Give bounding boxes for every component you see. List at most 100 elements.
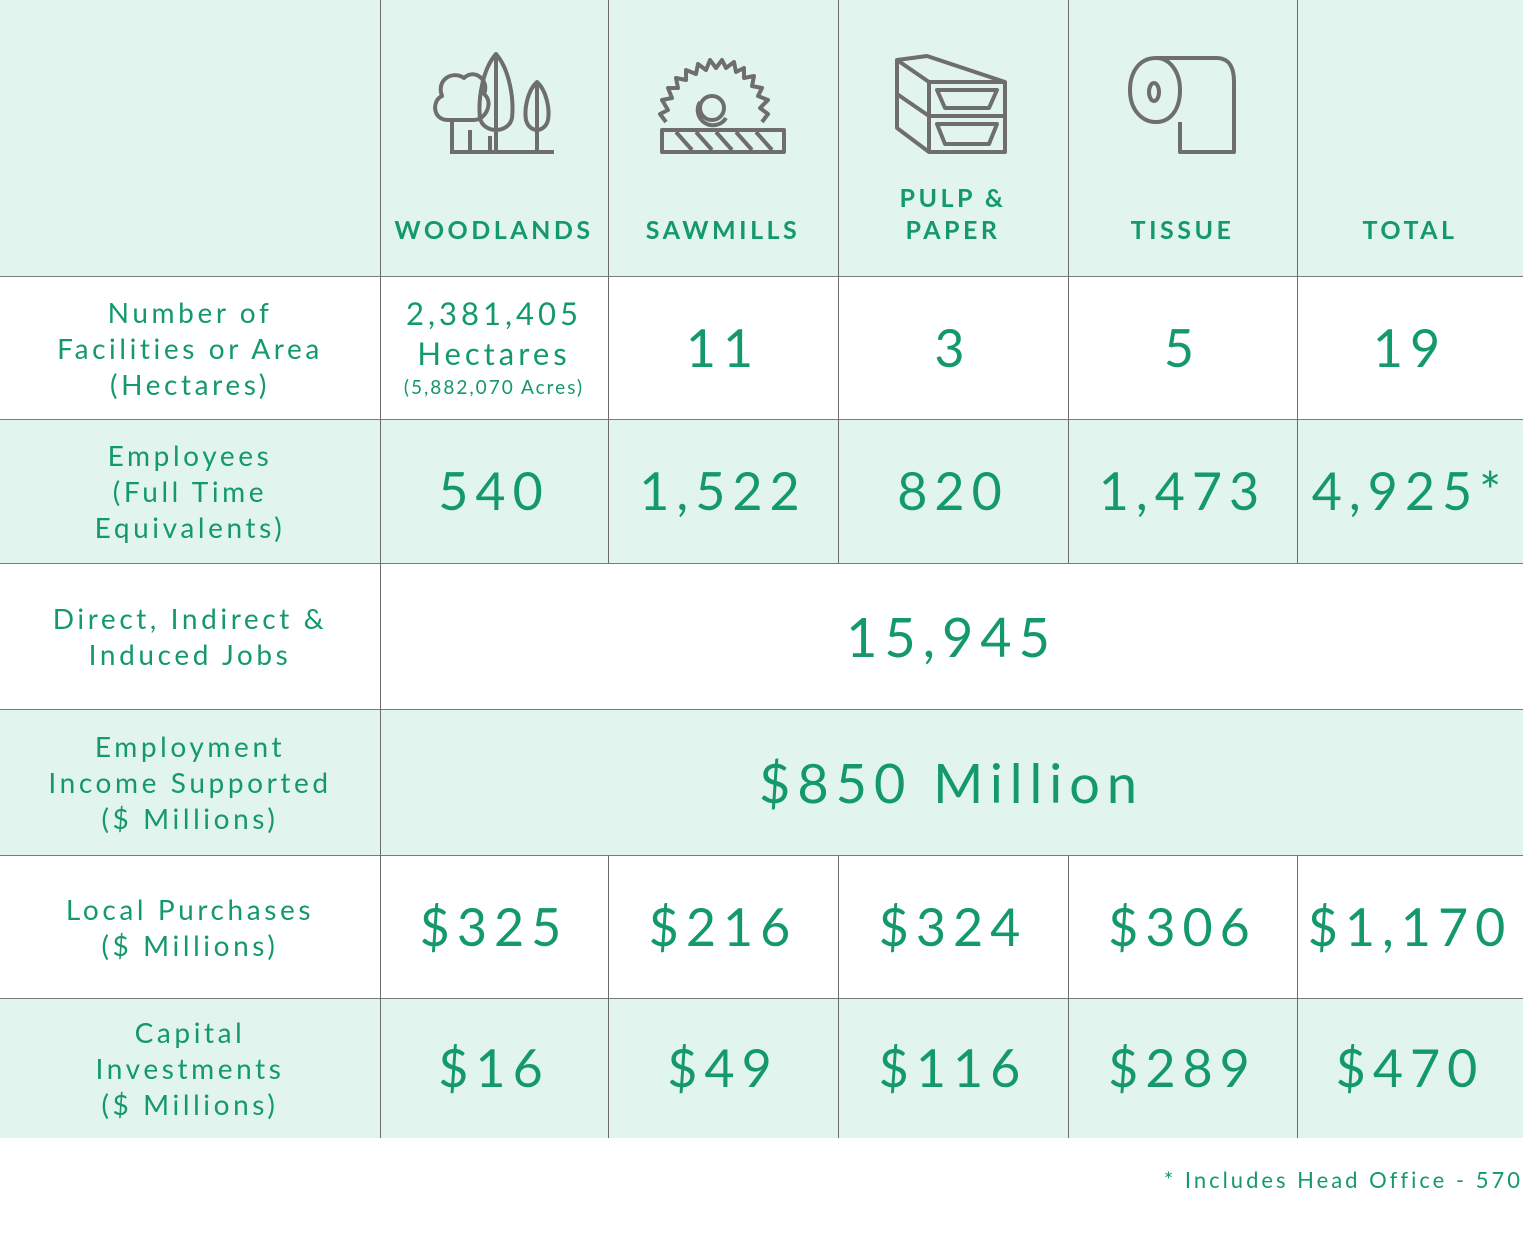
row-border [0, 709, 1523, 710]
row-bg [0, 419, 1523, 563]
cell-value: $16 [438, 1037, 550, 1099]
cell-value: 5 [1163, 316, 1202, 379]
cell-value: 1,473 [1098, 460, 1267, 522]
column-header-text: TOTAL [1362, 215, 1458, 245]
cell-value: 4,925* [1311, 460, 1509, 522]
column-header-text: PULP & PAPER [899, 183, 1007, 245]
row-label-line: (Hectares) [110, 366, 270, 401]
data-cell: $289 [1068, 998, 1297, 1138]
column-border [838, 419, 839, 563]
cell-value: $289 [1108, 1037, 1257, 1099]
data-cell: 820 [838, 419, 1068, 563]
data-cell: 19 [1297, 276, 1523, 419]
cell-value: $116 [878, 1037, 1028, 1099]
cell-value: 1,522 [639, 460, 807, 522]
column-border [1068, 0, 1069, 276]
column-border [380, 0, 381, 276]
row-label-line: Employees [107, 438, 273, 472]
data-cell: 11 [608, 276, 838, 419]
row-label-line: Income Supported [48, 765, 332, 799]
row-label-line: ($ Millions) [101, 1087, 279, 1121]
column-border [380, 419, 381, 563]
data-cell: $49 [608, 998, 838, 1138]
data-cell: 5 [1068, 276, 1297, 419]
column-border [1068, 855, 1069, 998]
cell-line: Hectares [417, 333, 571, 372]
sawmills-icon [658, 58, 786, 154]
footnote: * Includes Head Office - 570 [1163, 1166, 1523, 1193]
data-cell: $16 [380, 998, 608, 1138]
row-border [0, 419, 1523, 420]
data-cell: $850 Million [380, 709, 1523, 855]
row-label-line: Capital [134, 1015, 246, 1049]
data-cell: $324 [838, 855, 1068, 998]
row-label: Local Purchases ($ Millions) [0, 855, 380, 998]
cell-value: $325 [419, 895, 569, 958]
pulp-paper-icon [895, 54, 1007, 154]
column-border [1297, 276, 1298, 419]
column-border [608, 276, 609, 419]
data-cell: $1,170 [1297, 855, 1523, 998]
row-label: Employees (Full Time Equivalents) [0, 419, 380, 563]
row-label-line: Direct, Indirect & [52, 601, 328, 635]
cell-value: $1,170 [1307, 895, 1513, 958]
row-border [0, 855, 1523, 856]
row-label-line: Induced Jobs [88, 637, 292, 671]
column-border [838, 0, 839, 276]
row-label-line: (Full Time [112, 474, 268, 508]
row-label-line: Number of [107, 294, 273, 329]
column-border [838, 998, 839, 1138]
row-label-line: ($ Millions) [101, 927, 279, 962]
row-label-line: Equivalents) [94, 510, 286, 544]
cell-value: $216 [648, 895, 798, 958]
row-border [0, 998, 1523, 999]
row-label-line: ($ Millions) [101, 801, 279, 835]
data-cell: 1,522 [608, 419, 838, 563]
data-cell: 1,473 [1068, 419, 1297, 563]
data-cell: 2,381,405 Hectares (5,882,070 Acres) [380, 276, 608, 419]
row-bg [0, 998, 1523, 1138]
data-cell: $216 [608, 855, 838, 998]
cell-value: 820 [897, 460, 1009, 522]
row-label-line: Facilities or Area [57, 330, 323, 365]
row-border [0, 276, 1523, 277]
column-border [1297, 0, 1298, 276]
data-cell: 15,945 [380, 563, 1523, 709]
cell-value: $324 [878, 895, 1028, 958]
data-cell: $116 [838, 998, 1068, 1138]
column-border [608, 419, 609, 563]
column-border [1297, 419, 1298, 563]
column-border [380, 563, 381, 709]
row-label-line: Investments [95, 1051, 285, 1085]
column-border [838, 276, 839, 419]
tissue-icon [1128, 56, 1236, 154]
row-bg [0, 709, 1523, 855]
cell-value: 19 [1372, 316, 1448, 379]
column-border [1068, 276, 1069, 419]
column-border [380, 276, 381, 419]
cell-value: $49 [667, 1037, 779, 1099]
cell-line: 2,381,405 [406, 293, 582, 332]
column-border [380, 998, 381, 1138]
data-cell: $306 [1068, 855, 1297, 998]
row-label-line: Local Purchases [65, 891, 315, 926]
row-label: Direct, Indirect & Induced Jobs [0, 563, 380, 709]
woodlands-icon [433, 52, 554, 154]
column-border [380, 709, 381, 855]
column-header-text: SAWMILLS [645, 215, 801, 245]
data-cell: 3 [838, 276, 1068, 419]
column-header-text: TISSUE [1130, 215, 1235, 245]
data-cell: 4,925* [1297, 419, 1523, 563]
cell-value: $850 Million [759, 749, 1144, 815]
column-header: WOODLANDS [380, 0, 608, 276]
row-border [0, 563, 1523, 564]
row-label: Employment Income Supported ($ Millions) [0, 709, 380, 855]
column-border [1297, 855, 1298, 998]
column-header: SAWMILLS [608, 0, 838, 276]
cell-value: 3 [934, 316, 972, 379]
data-cell: $325 [380, 855, 608, 998]
column-border [838, 855, 839, 998]
column-border [608, 998, 609, 1138]
column-header: TOTAL [1297, 0, 1523, 276]
